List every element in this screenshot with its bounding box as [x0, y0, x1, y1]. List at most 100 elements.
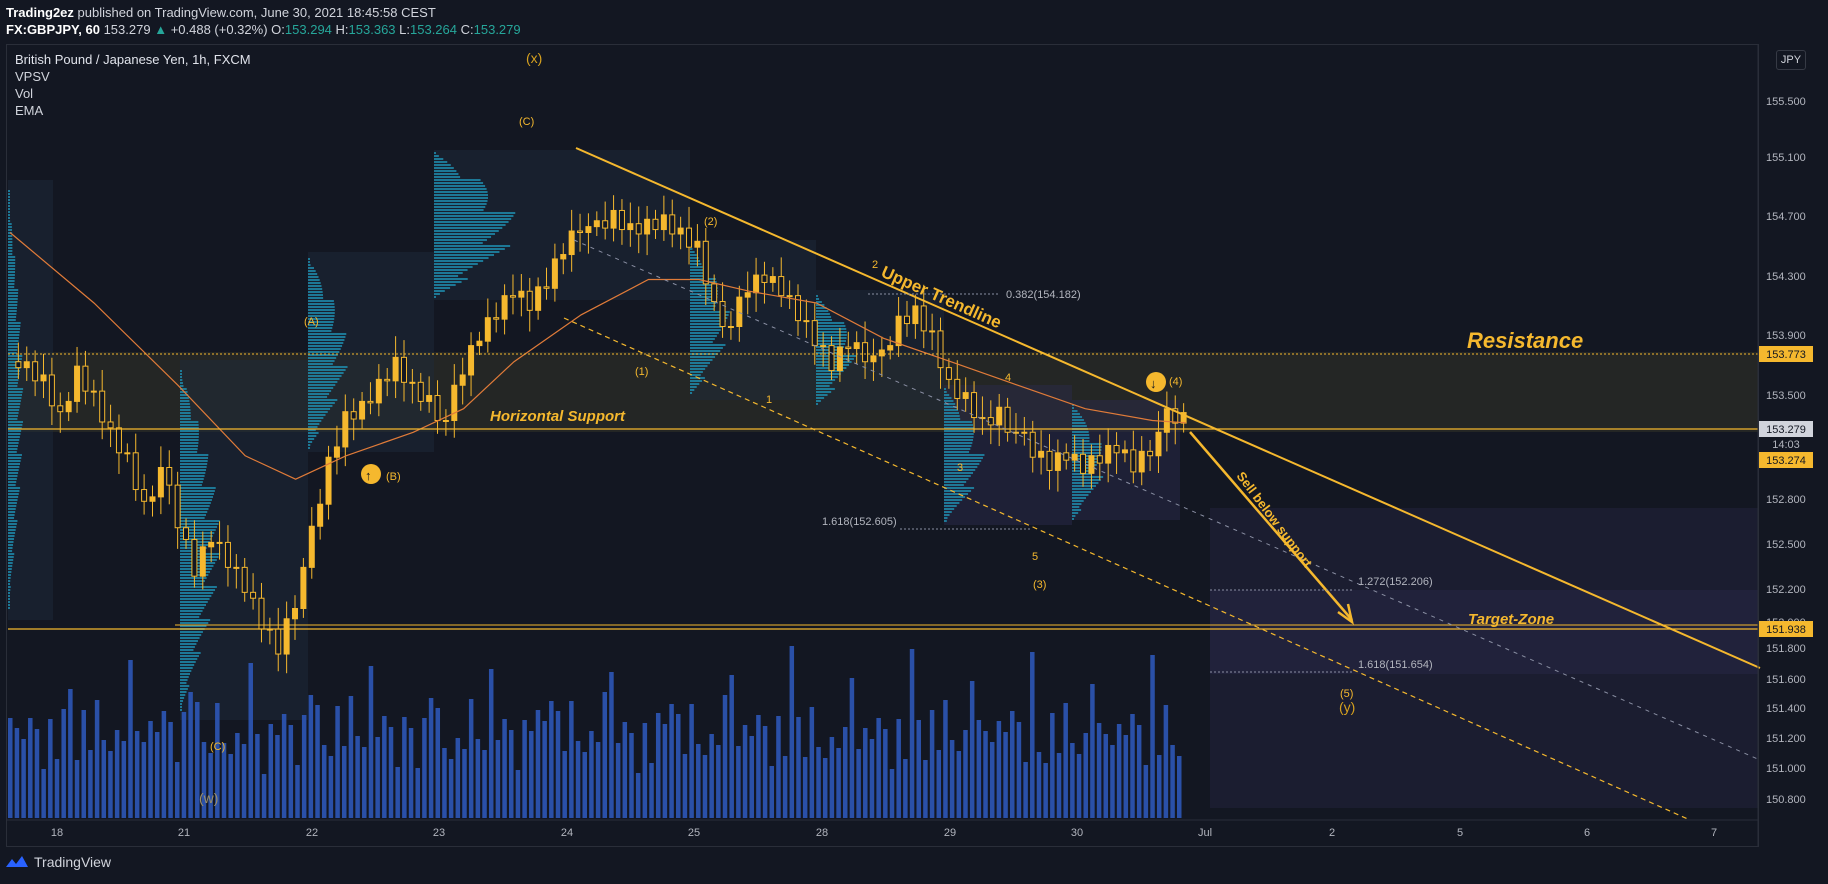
volume-bar — [1076, 754, 1082, 818]
profile-bar — [8, 283, 15, 285]
profile-bar — [180, 490, 215, 492]
profile-bar — [8, 421, 23, 423]
profile-bar — [180, 592, 214, 594]
profile-bar — [180, 403, 190, 405]
time-axis[interactable]: 18 21 22 23 24 25 28 29 30 Jul 2 5 6 7 — [6, 819, 1758, 839]
profile-bar — [308, 339, 345, 341]
volume-bar — [1150, 655, 1155, 818]
profile-bar — [1072, 443, 1102, 445]
candle-body — [962, 392, 969, 399]
volume-bar — [455, 738, 461, 818]
current-price-tag-text: 153.279 — [1766, 424, 1806, 436]
volume-bar — [448, 759, 454, 818]
indicator-vpsv[interactable]: VPSV — [15, 69, 50, 84]
volume-bar — [509, 730, 514, 818]
profile-bar — [690, 359, 713, 361]
profile-bar — [180, 610, 203, 612]
profile-bar — [308, 411, 328, 413]
profile-bar — [1072, 422, 1086, 424]
volume-bar — [28, 718, 33, 818]
profile-bar — [944, 517, 948, 519]
profile-bar — [180, 424, 199, 426]
profile-bar — [180, 451, 198, 453]
volume-bar — [1103, 734, 1109, 818]
volume-bar — [669, 704, 674, 818]
profile-bar — [8, 259, 16, 261]
profile-bar — [8, 481, 17, 483]
profile-bar — [816, 385, 830, 387]
profile-bar — [180, 589, 216, 591]
candle-body — [694, 240, 701, 248]
profile-bar — [8, 547, 13, 549]
volume-bar — [128, 660, 133, 818]
volume-bar — [709, 734, 714, 818]
profile-bar — [8, 478, 17, 480]
profile-bar — [308, 318, 335, 320]
price-axis[interactable]: 155.500 155.100 154.700 154.300 153.900 153.5… — [1757, 44, 1806, 846]
indicator-vol[interactable]: Vol — [15, 86, 34, 101]
volume-bar — [415, 768, 420, 818]
volume-bar — [742, 725, 748, 818]
profile-bar — [180, 481, 203, 483]
volume-bars — [8, 646, 1182, 818]
sell-arrow-line[interactable] — [1189, 431, 1353, 621]
candle-body — [233, 566, 240, 569]
profile-bar — [1072, 515, 1076, 517]
profile-bar — [434, 155, 439, 157]
candle-body — [57, 405, 64, 413]
profile-bar — [434, 176, 461, 178]
chart-header: Trading2ez published on TradingView.com,… — [6, 4, 521, 38]
profile-bar — [180, 670, 192, 672]
indicator-ema[interactable]: EMA — [15, 103, 44, 118]
profile-bar — [180, 640, 198, 642]
volume-bar — [408, 728, 414, 818]
candle-body — [367, 400, 374, 404]
lower-channel-line[interactable] — [563, 317, 1691, 821]
currency-button[interactable]: JPY — [1776, 50, 1806, 70]
instrument-title: British Pound / Japanese Yen, 1h, FXCM — [15, 52, 251, 67]
wave-label-y: (y) — [1339, 699, 1355, 715]
profile-bar — [434, 182, 484, 184]
profile-bar — [944, 442, 973, 444]
sell-arrow-head — [1337, 603, 1354, 625]
profile-bar — [8, 556, 14, 558]
profile-bar — [8, 256, 16, 258]
profile-bar — [434, 278, 468, 280]
candle-body — [1155, 431, 1162, 457]
candle-body — [719, 301, 726, 327]
profile-bar — [434, 215, 514, 217]
volume-bar — [836, 748, 841, 818]
candle-body — [308, 525, 315, 568]
profile-bar — [690, 254, 697, 256]
volume-bar — [255, 734, 260, 818]
profile-bar — [944, 430, 974, 432]
profile-bar — [8, 247, 13, 249]
volume-bar — [1063, 703, 1068, 818]
profile-bar — [180, 478, 204, 480]
x-tick-label: Jul — [1198, 827, 1212, 839]
profile-bar — [944, 493, 969, 495]
profile-bar — [816, 373, 841, 375]
profile-bar — [180, 622, 209, 624]
volume-bar — [228, 754, 233, 818]
profile-bar — [8, 367, 21, 369]
candle-body — [535, 286, 542, 311]
candle-body — [241, 566, 248, 593]
profile-bar — [308, 291, 323, 293]
profile-bar — [944, 394, 950, 396]
candle-body — [216, 541, 223, 544]
profile-bar — [434, 167, 454, 169]
x-tick-label: 28 — [816, 827, 828, 839]
upper-trendline[interactable] — [575, 147, 1761, 669]
candle-body — [971, 392, 978, 419]
volume-bar — [1123, 735, 1129, 818]
profile-bar — [690, 362, 710, 364]
profile-bar — [8, 358, 22, 360]
wave-label-x: (x) — [526, 50, 542, 66]
profile-bar — [308, 381, 338, 383]
publisher-name[interactable]: Trading2ez — [6, 5, 74, 20]
profile-bar — [944, 418, 961, 420]
volume-bar — [996, 721, 1002, 818]
candle-body — [99, 390, 106, 423]
